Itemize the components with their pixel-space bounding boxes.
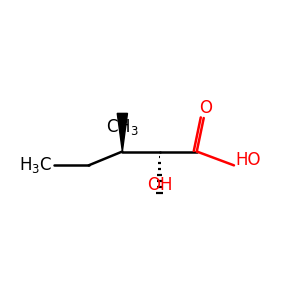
- Text: O: O: [200, 99, 213, 117]
- Text: HO: HO: [235, 151, 261, 169]
- Text: CH$_3$: CH$_3$: [106, 117, 139, 137]
- Text: H$_3$C: H$_3$C: [20, 155, 52, 176]
- Text: OH: OH: [147, 176, 172, 194]
- Polygon shape: [117, 113, 128, 152]
